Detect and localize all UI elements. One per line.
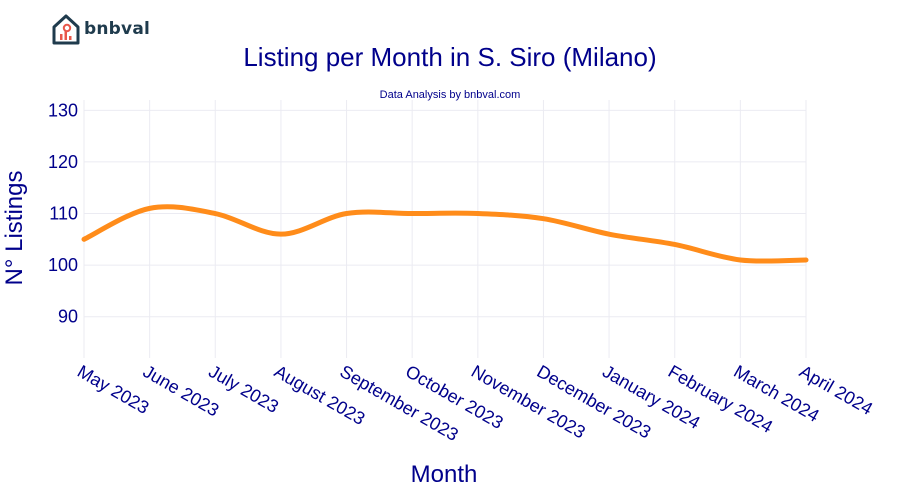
- y-tick-label: 110: [49, 204, 78, 224]
- chart-title: Listing per Month in S. Siro (Milano): [243, 42, 657, 72]
- x-tick-label: May 2023: [74, 361, 152, 418]
- chart-subtitle: Data Analysis by bnbval.com: [379, 89, 521, 101]
- y-tick-label: 120: [48, 152, 78, 172]
- brand-logo: bnbval: [52, 12, 150, 46]
- brand-name: bnbval: [84, 19, 151, 39]
- y-axis-ticks: 90 100 110 120 130: [48, 100, 78, 326]
- gridlines: [83, 100, 807, 358]
- series-line-listings: [81, 204, 809, 264]
- x-tick-label: November 2023: [468, 361, 589, 442]
- house-chart-icon: [52, 14, 80, 45]
- y-tick-label: 90: [58, 307, 78, 327]
- y-tick-label: 130: [48, 100, 78, 120]
- x-axis-title: Month: [411, 461, 478, 488]
- y-tick-label: 100: [48, 255, 78, 275]
- y-axis-title: N° Listings: [1, 171, 28, 286]
- x-tick-label: December 2023: [533, 361, 654, 442]
